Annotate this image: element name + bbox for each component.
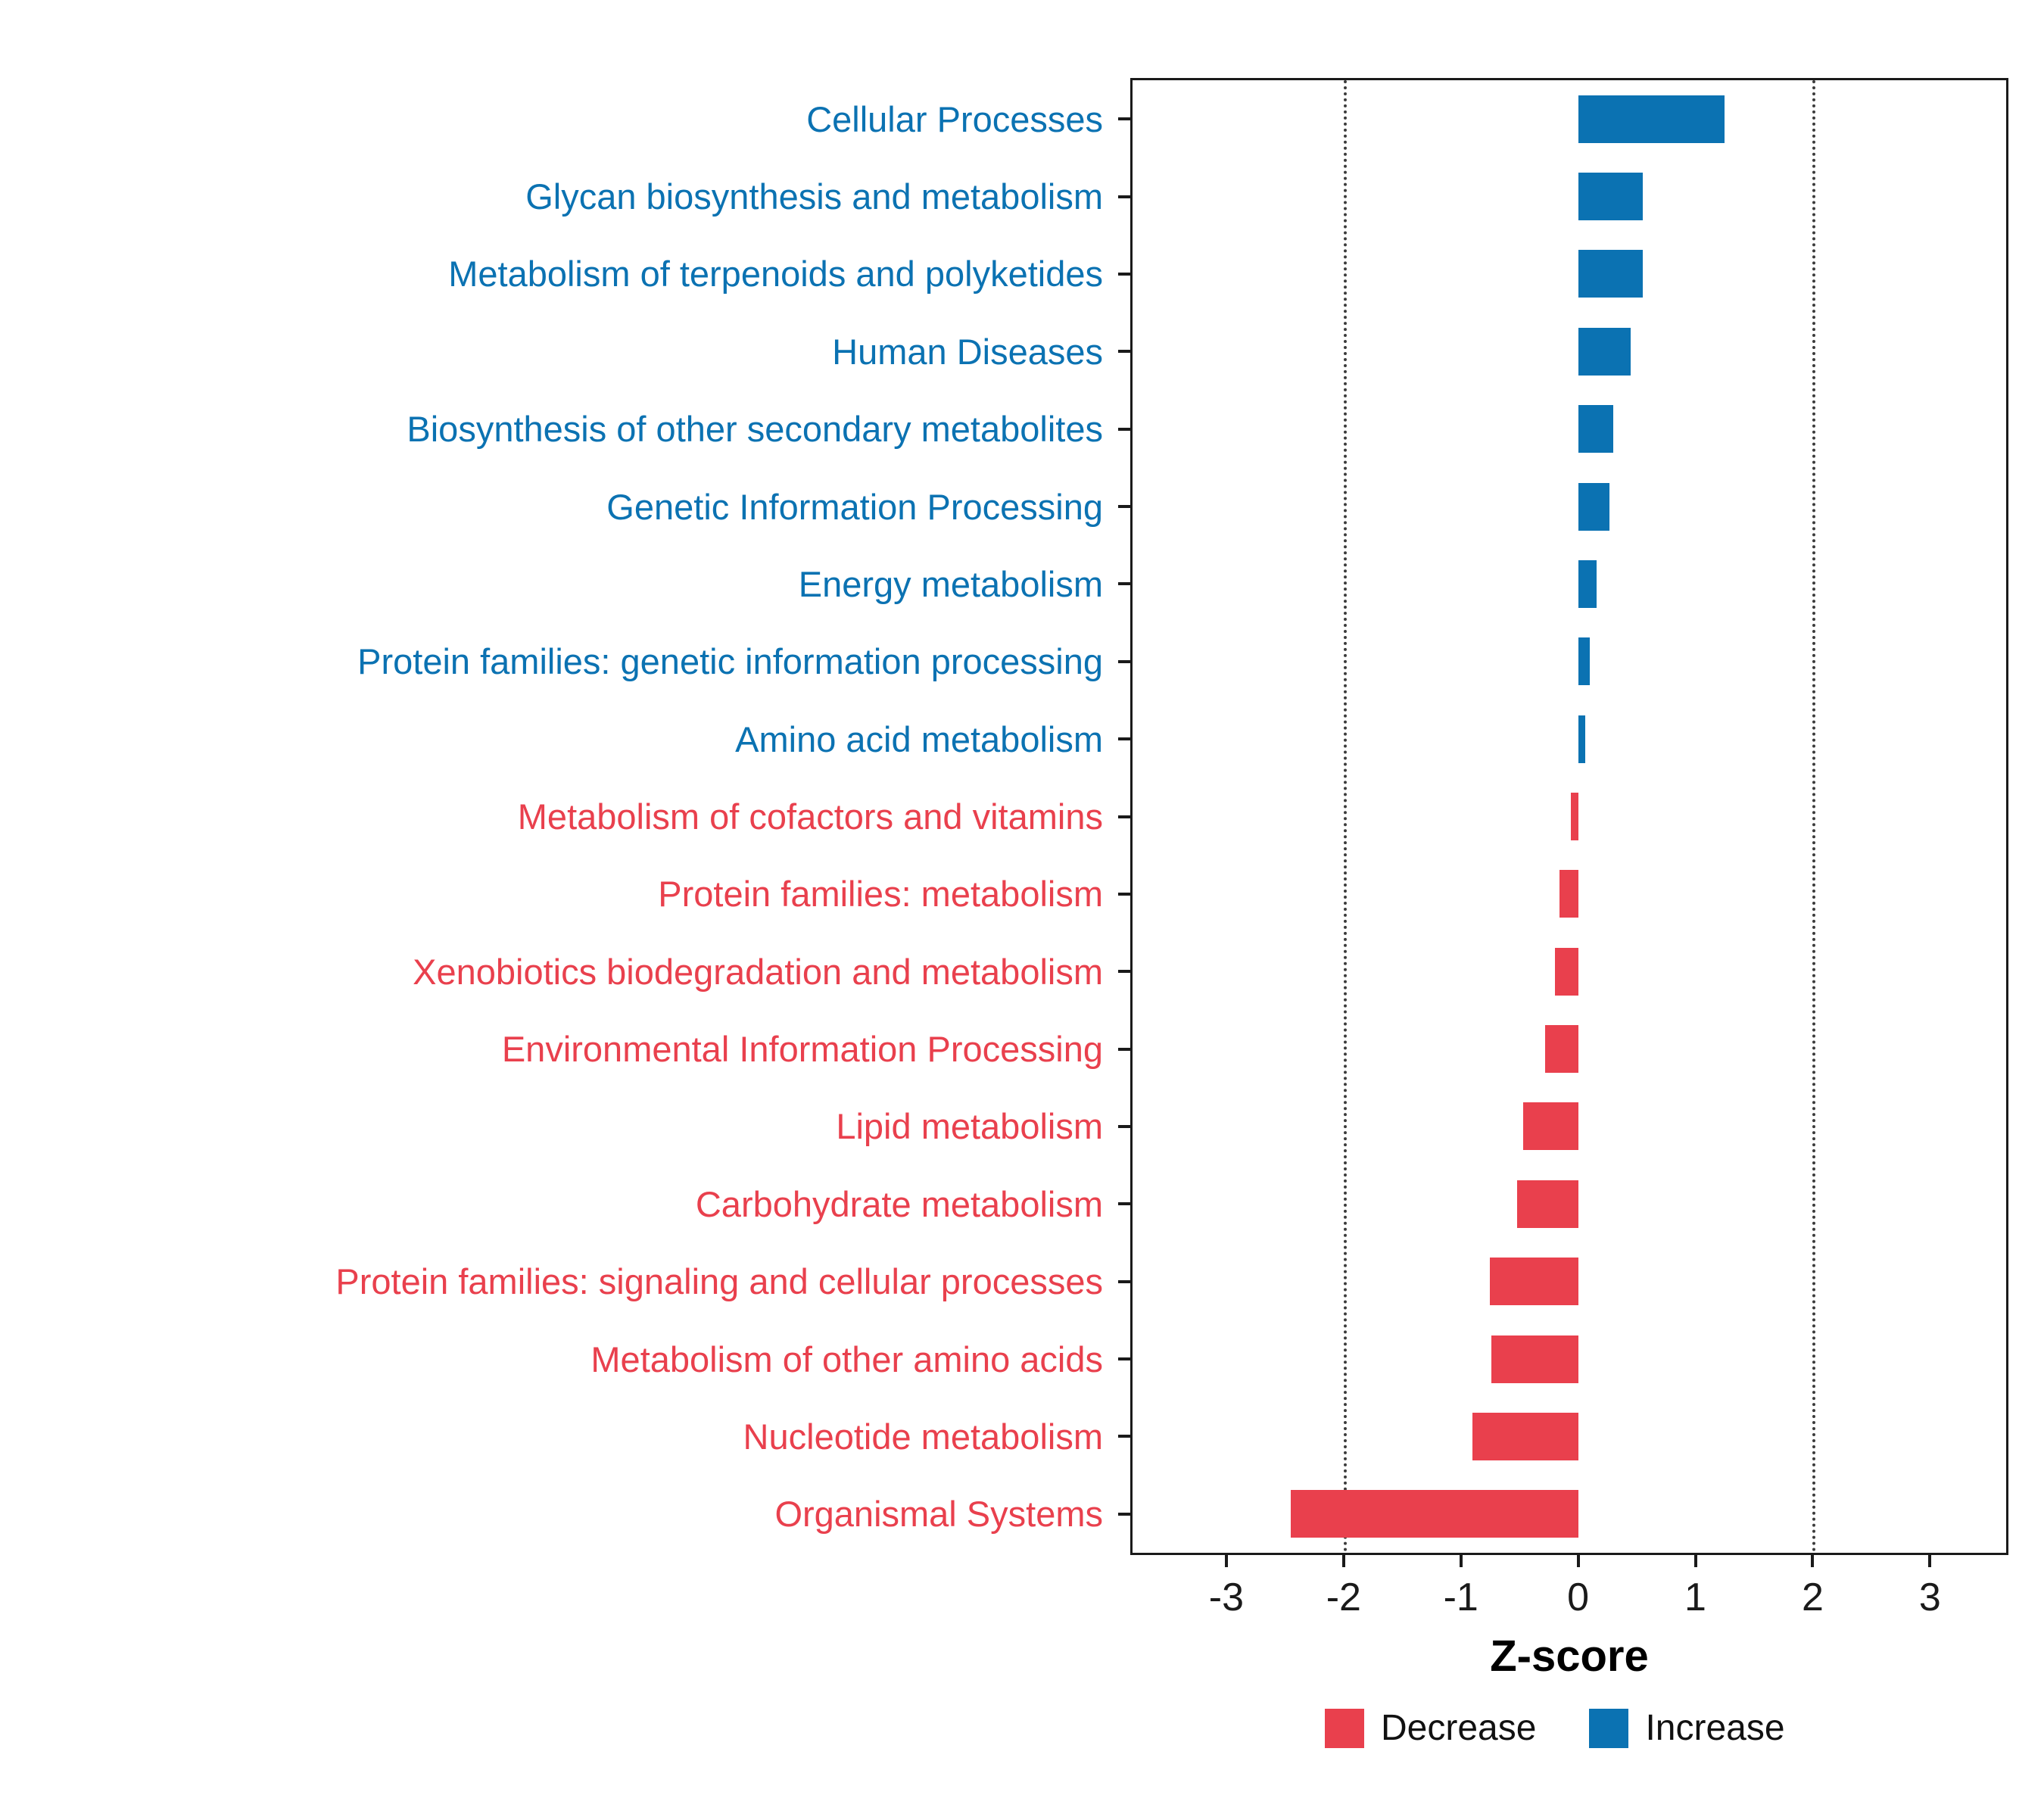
bar-increase (1578, 327, 1631, 376)
category-label: Lipid metabolism (836, 1106, 1103, 1147)
bar-decrease (1571, 793, 1578, 840)
bar-increase (1578, 95, 1725, 143)
bar-decrease (1517, 1180, 1578, 1228)
y-tick-mark (1118, 737, 1130, 741)
bar-decrease (1490, 1258, 1578, 1306)
y-tick-mark (1118, 1357, 1130, 1361)
category-label: Environmental Information Processing (501, 1029, 1103, 1070)
y-tick-mark (1118, 350, 1130, 354)
bar-decrease (1291, 1490, 1578, 1538)
bar-increase (1578, 482, 1610, 531)
reference-line-2 (1812, 80, 1816, 1553)
x-tick-mark (1224, 1555, 1228, 1567)
x-axis-title: Z-score (1490, 1632, 1649, 1681)
x-tick-mark (1459, 1555, 1463, 1567)
legend-label-decrease: Decrease (1381, 1708, 1537, 1748)
category-label: Metabolism of terpenoids and polyketides (448, 254, 1103, 295)
category-label: Protein families: metabolism (658, 874, 1103, 915)
bar-increase (1578, 405, 1614, 453)
y-tick-mark (1118, 815, 1130, 818)
y-tick-mark (1118, 1124, 1130, 1128)
x-tick-mark (1576, 1555, 1580, 1567)
y-tick-mark (1118, 195, 1130, 198)
y-tick-mark (1118, 1047, 1130, 1051)
category-label: Organismal Systems (774, 1494, 1103, 1535)
bar-increase (1578, 559, 1597, 608)
bar-decrease (1472, 1412, 1578, 1460)
x-tick-label: -2 (1326, 1575, 1361, 1619)
bar-increase (1578, 250, 1643, 298)
x-tick-label: 3 (1918, 1575, 1941, 1619)
x-tick-mark (1928, 1555, 1932, 1567)
y-tick-mark (1118, 427, 1130, 431)
bar-decrease (1554, 947, 1578, 996)
category-label: Human Diseases (832, 331, 1103, 372)
category-label: Biosynthesis of other secondary metaboli… (407, 409, 1103, 450)
bar-increase (1578, 173, 1643, 221)
y-tick-mark (1118, 659, 1130, 663)
bar-decrease (1522, 1102, 1578, 1151)
legend: Decrease Increase (1325, 1707, 1785, 1749)
x-tick-label: -3 (1208, 1575, 1245, 1619)
legend-label-increase: Increase (1645, 1708, 1785, 1748)
legend-item-increase: Increase (1589, 1707, 1785, 1749)
y-tick-mark (1118, 1435, 1130, 1438)
bar-increase (1578, 637, 1591, 686)
y-tick-mark (1118, 892, 1130, 896)
decrease-color-swatch (1325, 1708, 1364, 1748)
category-label: Metabolism of cofactors and vitamins (517, 796, 1103, 837)
x-tick-label: 0 (1567, 1575, 1590, 1619)
y-tick-mark (1118, 582, 1130, 586)
category-labels: Cellular Processes Glycan biosynthesis an… (0, 80, 1114, 1553)
category-label: Carbohydrate metabolism (695, 1183, 1103, 1224)
bar-increase (1578, 715, 1585, 763)
bar-decrease (1491, 1335, 1578, 1383)
y-tick-mark (1118, 1202, 1130, 1206)
category-label: Protein families: signaling and cellular… (335, 1261, 1103, 1302)
bar-decrease (1545, 1025, 1578, 1074)
y-tick-mark (1118, 505, 1130, 509)
category-label: Cellular Processes (806, 98, 1103, 139)
x-tick-label: 1 (1684, 1575, 1706, 1619)
bar-decrease (1559, 870, 1578, 918)
category-label: Xenobiotics biodegradation and metabolis… (413, 951, 1103, 992)
y-tick-mark (1118, 272, 1130, 276)
plot-panel (1130, 78, 2008, 1555)
category-label: Protein families: genetic information pr… (357, 641, 1103, 682)
y-tick-mark (1118, 1512, 1130, 1516)
legend-item-decrease: Decrease (1325, 1707, 1536, 1749)
x-tick-mark (1811, 1555, 1815, 1567)
category-label: Metabolism of other amino acids (590, 1339, 1103, 1379)
x-tick-mark (1693, 1555, 1697, 1567)
category-label: Amino acid metabolism (735, 718, 1103, 759)
y-tick-mark (1118, 1279, 1130, 1283)
category-label: Glycan biosynthesis and metabolism (525, 176, 1103, 217)
x-tick-label: 2 (1801, 1575, 1824, 1619)
y-tick-mark (1118, 970, 1130, 974)
category-label: Genetic Information Processing (606, 486, 1103, 527)
reference-line--2 (1343, 80, 1347, 1553)
increase-color-swatch (1589, 1708, 1629, 1748)
category-label: Energy metabolism (798, 563, 1103, 604)
y-tick-mark (1118, 117, 1130, 121)
x-tick-mark (1341, 1555, 1345, 1567)
x-tick-label: -1 (1443, 1575, 1478, 1619)
category-label: Nucleotide metabolism (743, 1416, 1103, 1457)
